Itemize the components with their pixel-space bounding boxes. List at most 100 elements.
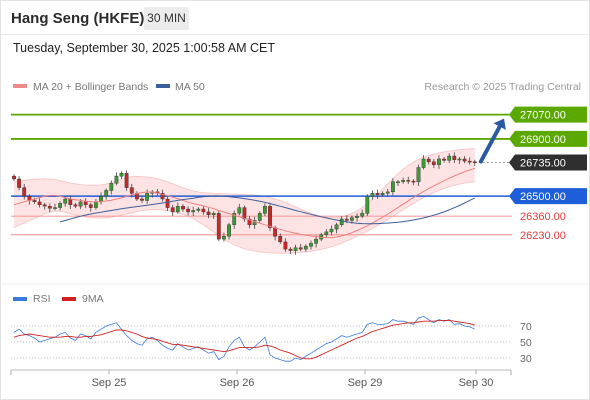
candle — [37, 198, 42, 208]
candle-body-down — [467, 160, 472, 163]
candle — [191, 206, 196, 217]
candle — [73, 202, 78, 209]
candle — [293, 244, 298, 255]
rsi-ma-legend-label: 9MA — [82, 293, 104, 305]
candle — [119, 171, 124, 179]
x-tick-label: Sep 26 — [220, 377, 255, 389]
candle — [426, 156, 431, 165]
candle — [221, 232, 226, 242]
candle-body-down — [206, 211, 211, 215]
candle-body-up — [109, 183, 114, 191]
legend-swatch-ma50 — [156, 84, 170, 88]
candle — [17, 176, 21, 191]
bollinger-bands — [13, 148, 475, 254]
level-26735-tag — [509, 154, 587, 171]
rsi-line — [13, 315, 475, 362]
candle-body-up — [360, 213, 365, 217]
candle-body-down — [442, 158, 446, 161]
level-26900-tag — [509, 130, 587, 147]
candle-body-down — [452, 155, 457, 160]
candle — [140, 196, 144, 204]
candle-body-up — [396, 181, 400, 184]
projection-arrow-head — [493, 118, 506, 130]
candle-body-down — [406, 180, 411, 182]
rsi-ma-line — [13, 319, 475, 360]
legend-ma50-label: MA 50 — [175, 81, 205, 93]
candle-body-up — [339, 218, 344, 225]
rsi-legend-label: RSI — [33, 293, 51, 305]
candle — [396, 179, 400, 186]
candle-body-down — [344, 218, 349, 221]
candle — [462, 156, 467, 164]
candle-body-down — [288, 248, 293, 251]
candle-body-down — [431, 161, 436, 165]
candle — [298, 243, 303, 252]
level-26500-label: 26500.00 — [520, 191, 566, 203]
candle-body-up — [309, 243, 313, 247]
candle — [42, 202, 47, 210]
candle — [257, 211, 262, 223]
candle — [411, 179, 416, 186]
legend-swatch-rsi — [13, 297, 27, 301]
candle — [360, 209, 365, 219]
rsi-level-70-label: 70 — [520, 321, 532, 333]
candle-body-up — [53, 207, 57, 209]
candle — [232, 210, 237, 229]
candle-body-down — [124, 173, 129, 188]
candle-body-up — [365, 195, 370, 214]
level-27070-label: 27070.00 — [520, 110, 566, 122]
candle — [452, 152, 457, 164]
candle-body-up — [391, 181, 395, 193]
candle-body-down — [17, 178, 21, 188]
ma50-line — [59, 195, 476, 225]
candle-body-up — [314, 238, 318, 244]
candle — [303, 244, 308, 252]
timeframe-button[interactable]: 30 MIN — [144, 7, 189, 30]
candle-body-down — [37, 201, 42, 205]
candle — [421, 155, 426, 170]
candle — [170, 204, 175, 217]
candle-body-up — [104, 190, 109, 197]
candle — [472, 159, 477, 166]
candle-body-down — [186, 208, 190, 213]
candle-body-down — [73, 204, 78, 207]
candle-body-up — [457, 158, 462, 161]
candle — [160, 189, 165, 202]
candle-body-up — [303, 245, 308, 250]
candle — [370, 190, 375, 200]
candle-body-down — [283, 241, 288, 250]
candle — [247, 216, 252, 229]
candle — [211, 211, 216, 219]
candle-body-down — [462, 158, 467, 162]
candle-body-down — [242, 207, 247, 220]
candle — [442, 156, 446, 163]
candle — [385, 189, 390, 197]
legend-swatch-rsi-ma — [62, 297, 76, 301]
candle-body-up — [437, 158, 441, 165]
rsi-level-30-label: 30 — [520, 353, 532, 365]
candle-body-up — [63, 198, 68, 204]
rsi-level-50-label: 50 — [520, 337, 532, 349]
candle — [196, 207, 201, 213]
candle-body-down — [472, 161, 477, 164]
candle-body-up — [196, 208, 201, 211]
candle — [334, 222, 339, 234]
candle-body-down — [181, 205, 185, 210]
candle — [22, 183, 27, 200]
candle-body-up — [385, 191, 390, 194]
candle-body-up — [58, 203, 63, 208]
level-26900-label: 26900.00 — [520, 134, 566, 146]
candle — [83, 198, 88, 209]
level-27070-tag — [509, 106, 587, 123]
candle — [88, 202, 93, 212]
candle-body-down — [375, 193, 380, 195]
candle — [216, 210, 221, 242]
candle — [206, 208, 211, 219]
x-tick-label: Sep 29 — [348, 377, 383, 389]
candle-body-down — [216, 213, 221, 240]
candle-body-down — [83, 201, 88, 205]
candle-body-up — [237, 207, 242, 214]
level-26735-label: 26735.00 — [520, 158, 566, 170]
candle-body-down — [298, 247, 303, 250]
